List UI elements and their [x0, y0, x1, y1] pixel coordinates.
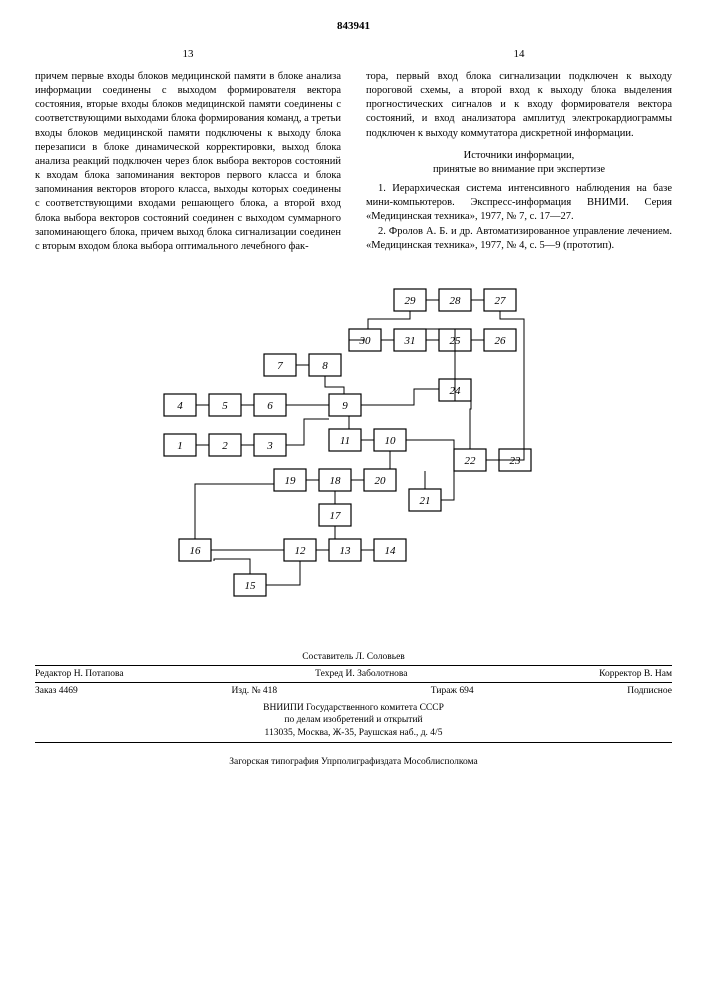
right-body-text: тора, первый вход блока сигнализации под… [366, 70, 672, 141]
block-label-15: 15 [244, 580, 256, 592]
block-label-11: 11 [339, 435, 349, 447]
block-label-22: 22 [464, 455, 476, 467]
printer-line: Загорская типография Упрполиграфиздата М… [35, 757, 672, 767]
text-columns: 13 причем первые входы блоков медицинско… [35, 47, 672, 254]
org-line-3: 113035, Москва, Ж-35, Раушская наб., д. … [265, 727, 443, 739]
compiler-name: Составитель Л. Соловьев [302, 652, 405, 662]
patent-page: 843941 13 причем первые входы блоков мед… [0, 0, 707, 782]
block-label-27: 27 [494, 295, 506, 307]
block-label-3: 3 [266, 440, 273, 452]
block-label-12: 12 [294, 545, 306, 557]
reference-1: 1. Иерархическая система интенсивного на… [366, 182, 672, 225]
left-column: 13 причем первые входы блоков медицинско… [35, 47, 341, 254]
right-page-number: 14 [366, 47, 672, 62]
block-label-25: 25 [449, 335, 461, 347]
block-label-14: 14 [384, 545, 396, 557]
corrector-name: Корректор В. Нам [599, 669, 672, 679]
order-number: Заказ 4469 [35, 686, 78, 696]
block-label-17: 17 [329, 510, 341, 522]
left-page-number: 13 [35, 47, 341, 62]
editor-name: Редактор Н. Потапова [35, 669, 124, 679]
block-label-26: 26 [494, 335, 506, 347]
block-label-8: 8 [322, 360, 328, 372]
block-label-4: 4 [177, 400, 183, 412]
org-line-2: по делам изобретений и открытий [284, 714, 422, 726]
footer-block: Составитель Л. Соловьев Редактор Н. Пота… [35, 649, 672, 767]
block-label-9: 9 [342, 400, 348, 412]
reference-2: 2. Фролов А. Б. и др. Автоматизированное… [366, 225, 672, 253]
block-diagram: 2928273031252678456924123111019182022231… [35, 279, 672, 609]
block-label-18: 18 [329, 475, 341, 487]
block-label-6: 6 [267, 400, 273, 412]
org-line-1: ВНИИПИ Государственного комитета СССР [263, 702, 444, 714]
block-label-31: 31 [403, 335, 415, 347]
block-label-20: 20 [374, 475, 386, 487]
block-label-28: 28 [449, 295, 461, 307]
block-label-29: 29 [404, 295, 416, 307]
diagram-svg: 2928273031252678456924123111019182022231… [154, 279, 554, 609]
block-label-30: 30 [358, 335, 371, 347]
block-label-24: 24 [449, 385, 461, 397]
block-label-13: 13 [339, 545, 351, 557]
left-body-text: причем первые входы блоков медицинской п… [35, 70, 341, 254]
document-number: 843941 [35, 20, 672, 32]
block-label-1: 1 [177, 440, 183, 452]
tech-editor-name: Техред И. Заболотнова [315, 669, 407, 679]
block-label-7: 7 [277, 360, 283, 372]
block-label-2: 2 [222, 440, 228, 452]
block-label-23: 23 [509, 455, 521, 467]
print-run: Тираж 694 [431, 686, 474, 696]
block-label-19: 19 [284, 475, 296, 487]
block-label-5: 5 [222, 400, 228, 412]
right-column: 14 тора, первый вход блока сигнализации … [366, 47, 672, 254]
edition-number: Изд. № 418 [231, 686, 277, 696]
block-label-16: 16 [189, 545, 201, 557]
subscription-label: Подписное [627, 686, 672, 696]
block-label-10: 10 [384, 435, 396, 447]
references-title: Источники информации, принятые во вниман… [366, 149, 672, 177]
block-label-21: 21 [419, 495, 430, 507]
